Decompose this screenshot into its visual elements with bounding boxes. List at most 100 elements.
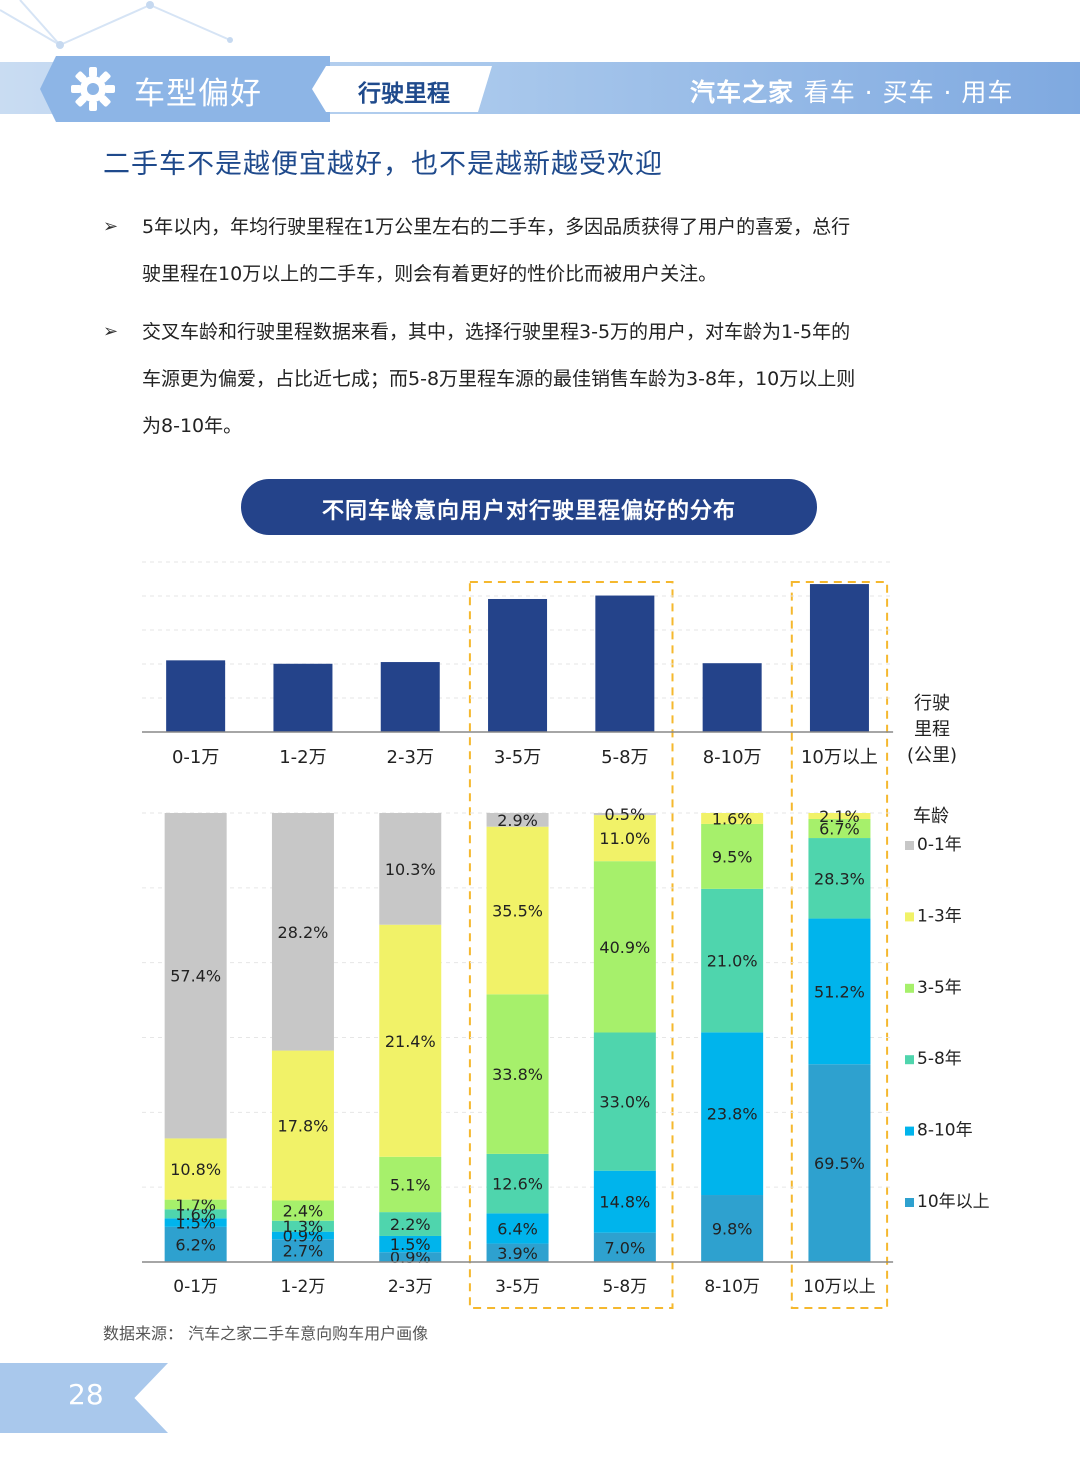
page-number: 28 [68,1378,104,1411]
stack-segment [379,813,442,925]
section-title: 车型偏好 [134,76,262,112]
data-label: 14.8% [599,1193,650,1212]
data-label: 0.5% [605,805,646,824]
bullet-line: 为8-10年。 [142,415,243,437]
axis-label: 行驶 [914,693,950,714]
highlight-box [468,581,674,1309]
x-tick-label: 10万以上 [803,1277,876,1297]
data-label: 21.0% [707,952,758,971]
x-tick-label: 0-1万 [173,1277,218,1297]
bullet-paragraph: 交叉车龄和行驶里程数据来看，其中，选择行驶里程3-5万的用户，对车龄为1-5年的… [142,309,972,450]
data-label: 40.9% [599,938,650,957]
bullet-marker: ➢ [103,321,119,342]
data-label: 6.2% [175,1235,216,1254]
stack-segment [164,813,227,1139]
chart-title-pill [241,479,817,535]
legend-label: 5-8年 [917,1049,962,1069]
chart-title: 不同车龄意向用户对行驶里程偏好的分布 [321,499,736,524]
stack-segment [701,823,764,889]
stack-segment [593,815,656,862]
headline: 二手车不是越便宜越好，也不是越新越受欢迎 [103,149,663,180]
stack-segment [701,1032,764,1196]
data-label: 9.5% [712,847,753,866]
mileage-bar [595,595,655,732]
stack-segment [271,1239,334,1262]
data-label: 1.7% [175,1195,216,1214]
data-label: 11.0% [599,829,650,848]
stack-segment [593,1232,656,1262]
data-label: 2.4% [283,1202,324,1221]
axis-label: (公里) [907,745,957,766]
stack-segment [271,813,334,1051]
stack-segment [271,1231,334,1240]
x-tick-label: 10万以上 [801,747,878,768]
data-label: 1.5% [390,1235,431,1254]
brand-name: 汽车之家 [690,78,795,107]
legend-swatch [905,912,914,922]
stack-segment [164,1209,227,1219]
x-tick-label: 0-1万 [172,747,219,768]
legend-swatch [905,1126,914,1136]
stack-segment [164,1218,227,1227]
stack-segment [808,918,871,1065]
data-label: 12.6% [492,1175,543,1194]
bullet-marker: ➢ [103,216,119,237]
stack-segment [271,1050,334,1201]
legend-swatch [905,841,914,850]
data-label: 35.5% [492,901,543,920]
data-label: 23.8% [707,1105,758,1124]
stack-segment [379,1252,442,1262]
x-tick-label: 1-2万 [279,747,326,768]
data-source: 数据来源： 汽车之家二手车意向购车用户画像 [103,1324,429,1343]
stack-segment [164,1138,227,1200]
stack-segment [808,838,871,919]
stack-segment [379,1235,442,1253]
data-label: 69.5% [814,1154,865,1173]
x-tick-label: 3-5万 [494,747,541,768]
data-label: 7.0% [605,1238,646,1257]
data-label: 2.7% [283,1242,324,1261]
data-label: 5.1% [390,1175,431,1194]
data-label: 17.8% [278,1117,329,1136]
stack-segment [593,1032,656,1171]
x-tick-label: 1-2万 [281,1277,326,1297]
legend-title: 车龄 [913,806,949,827]
legend-label: 8-10年 [917,1121,973,1141]
stack-segment [593,861,656,1033]
data-label: 6.4% [497,1219,538,1238]
legend-label: 10年以上 [917,1192,990,1212]
mileage-bar [166,660,226,732]
bullet-paragraph: 5年以内，年均行驶里程在1万公里左右的二手车，多因品质获得了用户的喜爱，总行 驶… [142,204,972,298]
data-label: 1.6% [712,809,753,828]
bullet-line: 交叉车龄和行驶里程数据来看，其中，选择行驶里程3-5万的用户，对车龄为1-5年的 [142,321,851,343]
data-label: 6.7% [819,820,860,839]
axis-label: 里程 [914,719,950,740]
highlight-box [790,581,889,1309]
data-label: 10.3% [385,860,436,879]
chart-area: 0-1万 1-2万 2-3万 3-5万 5-8万 8-10万 10万以上 行驶里程 (公里) 6.… [142,561,990,1309]
data-label: 2.2% [390,1215,431,1234]
x-tick-label: 5-8万 [601,747,648,768]
stack-segment [701,813,764,824]
mileage-bar [702,663,762,732]
legend-swatch [905,1055,914,1065]
stack-segment [486,1153,549,1214]
data-label: 57.4% [170,967,221,986]
legend-swatch [905,983,914,993]
data-label: 28.3% [814,869,865,888]
mileage-bar [380,662,440,732]
data-label: 2.1% [819,807,860,826]
x-tick-label: 3-5万 [495,1277,540,1297]
mileage-bar [273,663,333,732]
data-label: 1.3% [283,1217,324,1236]
bullet-line: 驶里程在10万以上的二手车，则会有着更好的性价比而被用户关注。 [142,263,718,285]
stack-segment [379,1212,442,1236]
data-label: 9.8% [712,1220,753,1239]
data-label: 1.5% [175,1214,216,1233]
stack-segment [486,826,549,995]
legend-swatch [905,1198,914,1207]
data-label: 33.8% [492,1065,543,1084]
data-label: 21.4% [385,1032,436,1051]
legend-label: 1-3年 [917,906,962,926]
stack-segment [808,813,871,819]
